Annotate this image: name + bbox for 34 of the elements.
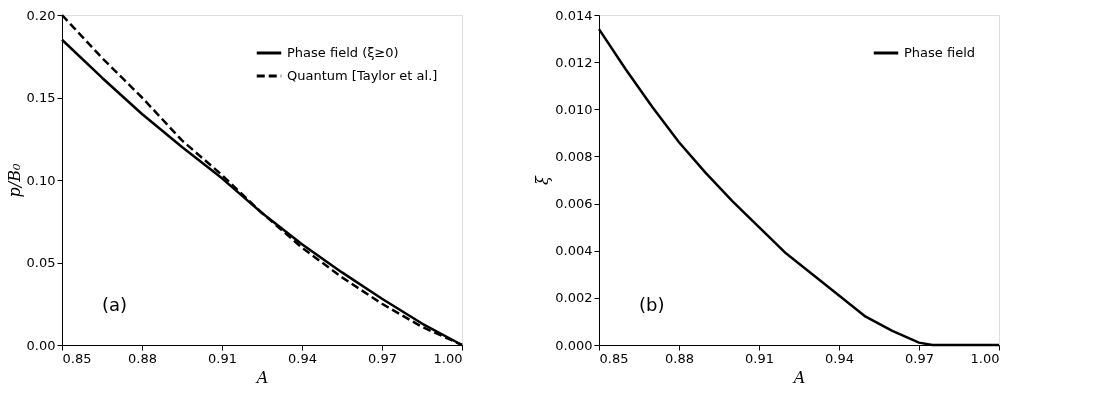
x-tick-label: 1.00	[970, 350, 1000, 366]
x-axis-title: A	[791, 367, 806, 387]
y-tick-label: 0.002	[555, 290, 593, 306]
legend-label: Quantum [Taylor et al.]	[287, 68, 438, 83]
x-tick-label: 0.94	[825, 350, 854, 366]
x-tick-label: 0.94	[288, 350, 317, 366]
y-tick-label: 0.05	[26, 255, 56, 270]
legend-label: Phase field (ξ≥0)	[287, 45, 399, 60]
y-tick-label: 0.15	[26, 90, 56, 105]
annotation: (a)	[102, 294, 128, 315]
y-axis-title: p/B₀	[4, 163, 24, 198]
y-tick-label: 0.008	[555, 148, 593, 164]
y-tick-label: 0.014	[555, 7, 593, 23]
x-tick-label: 0.91	[208, 350, 237, 366]
x-tick-label: 0.97	[368, 350, 397, 366]
y-tick-label: 0.010	[555, 101, 593, 117]
y-tick-label: 0.000	[555, 337, 593, 353]
y-tick-label: 0.10	[26, 172, 56, 188]
x-tick-label: 1.00	[433, 350, 463, 366]
x-axis-title: A	[254, 367, 269, 387]
x-tick-label: 0.85	[599, 350, 629, 366]
x-tick-label: 0.88	[665, 350, 694, 366]
y-axis-title: ξ	[533, 174, 553, 185]
y-tick-label: 0.00	[26, 337, 56, 353]
annotation: (b)	[639, 294, 665, 315]
y-tick-label: 0.012	[555, 54, 593, 70]
x-tick-label: 0.88	[128, 350, 157, 366]
y-tick-label: 0.20	[26, 7, 56, 23]
x-tick-label: 0.97	[905, 350, 934, 366]
y-tick-label: 0.006	[555, 196, 593, 212]
y-tick-label: 0.004	[555, 243, 593, 259]
x-tick-label: 0.91	[745, 350, 774, 366]
legend-label: Phase field	[904, 45, 975, 60]
x-tick-label: 0.85	[62, 350, 92, 366]
